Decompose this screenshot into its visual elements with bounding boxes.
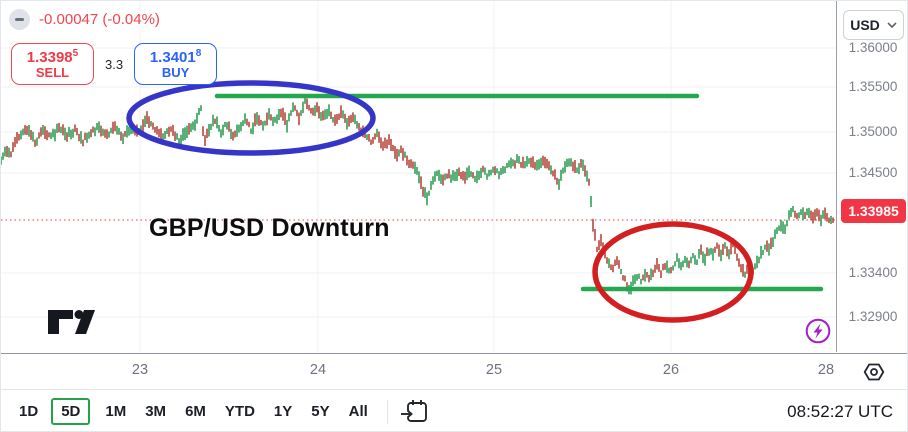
range-5d-button[interactable]: 5D [51,398,91,425]
sell-price: 1.33985 [26,47,79,66]
calendar-arrow-icon [400,399,427,422]
last-price-tag: 1.33985 [841,199,906,223]
range-ytd-button[interactable]: YTD [219,399,261,424]
range-1d-button[interactable]: 1D [13,399,44,424]
minus-icon [15,18,24,21]
price-axis-label: 1.35500 [848,79,898,94]
price-axis-label: 1.36000 [848,40,898,55]
time-axis-label: 28 [817,362,835,378]
time-axis[interactable]: 23 24 25 26 28 [1,353,907,389]
sell-label: SELL [35,65,70,81]
change-row: -0.00047 (-0.04%) [9,9,160,30]
range-5y-button[interactable]: 5Y [305,399,335,424]
spread-value: 3.3 [105,56,124,72]
range-1y-button[interactable]: 1Y [268,399,298,424]
price-chart[interactable] [1,1,836,352]
time-axis-label: 25 [485,362,503,378]
lightning-icon [805,318,831,344]
toolbar-divider [386,399,388,424]
time-axis-label: 26 [662,362,680,378]
currency-label: USD [850,17,880,33]
range-6m-button[interactable]: 6M [179,399,212,424]
range-1m-button[interactable]: 1M [99,399,132,424]
range-all-button[interactable]: All [343,399,374,424]
chart-settings-button[interactable] [862,360,886,389]
instant-trading-button[interactable] [804,317,832,350]
time-axis-label: 24 [309,362,327,378]
quote-row: 1.33985 SELL 3.3 1.34018 BUY [11,43,218,85]
chevron-down-icon [887,22,897,28]
price-axis-label: 1.35000 [848,124,898,139]
price-axis-label: 1.34500 [848,165,898,180]
chart-annotation-title: GBP/USD Downturn [149,214,390,242]
go-to-date-button[interactable] [400,398,430,426]
bottom-toolbar: 1D 5D 1M 3M 6M YTD 1Y 5Y All 08:52:27 UT… [1,389,907,431]
price-axis-label: 1.32900 [848,309,898,324]
sell-button[interactable]: 1.33985 SELL [11,43,94,85]
price-axis[interactable]: 1.36000 1.35500 1.35000 1.34500 1.33400 1.329… [836,1,907,352]
tradingview-logo[interactable] [46,306,98,343]
utc-clock: 08:52:27 UTC [787,401,893,421]
buy-price: 1.34018 [149,47,202,66]
buy-label: BUY [161,65,190,81]
price-axis-label: 1.33400 [848,265,898,280]
gear-icon [863,363,885,381]
buy-button[interactable]: 1.34018 BUY [134,43,218,85]
chart-pane: GBP/USD Downturn -0.00047 (-0.04%) 1.339… [1,1,836,352]
currency-selector[interactable]: USD [843,10,904,40]
range-3m-button[interactable]: 3M [139,399,172,424]
collapse-quote-button[interactable] [9,9,30,30]
time-axis-label: 23 [131,362,149,378]
price-change-text: -0.00047 (-0.04%) [39,11,160,28]
